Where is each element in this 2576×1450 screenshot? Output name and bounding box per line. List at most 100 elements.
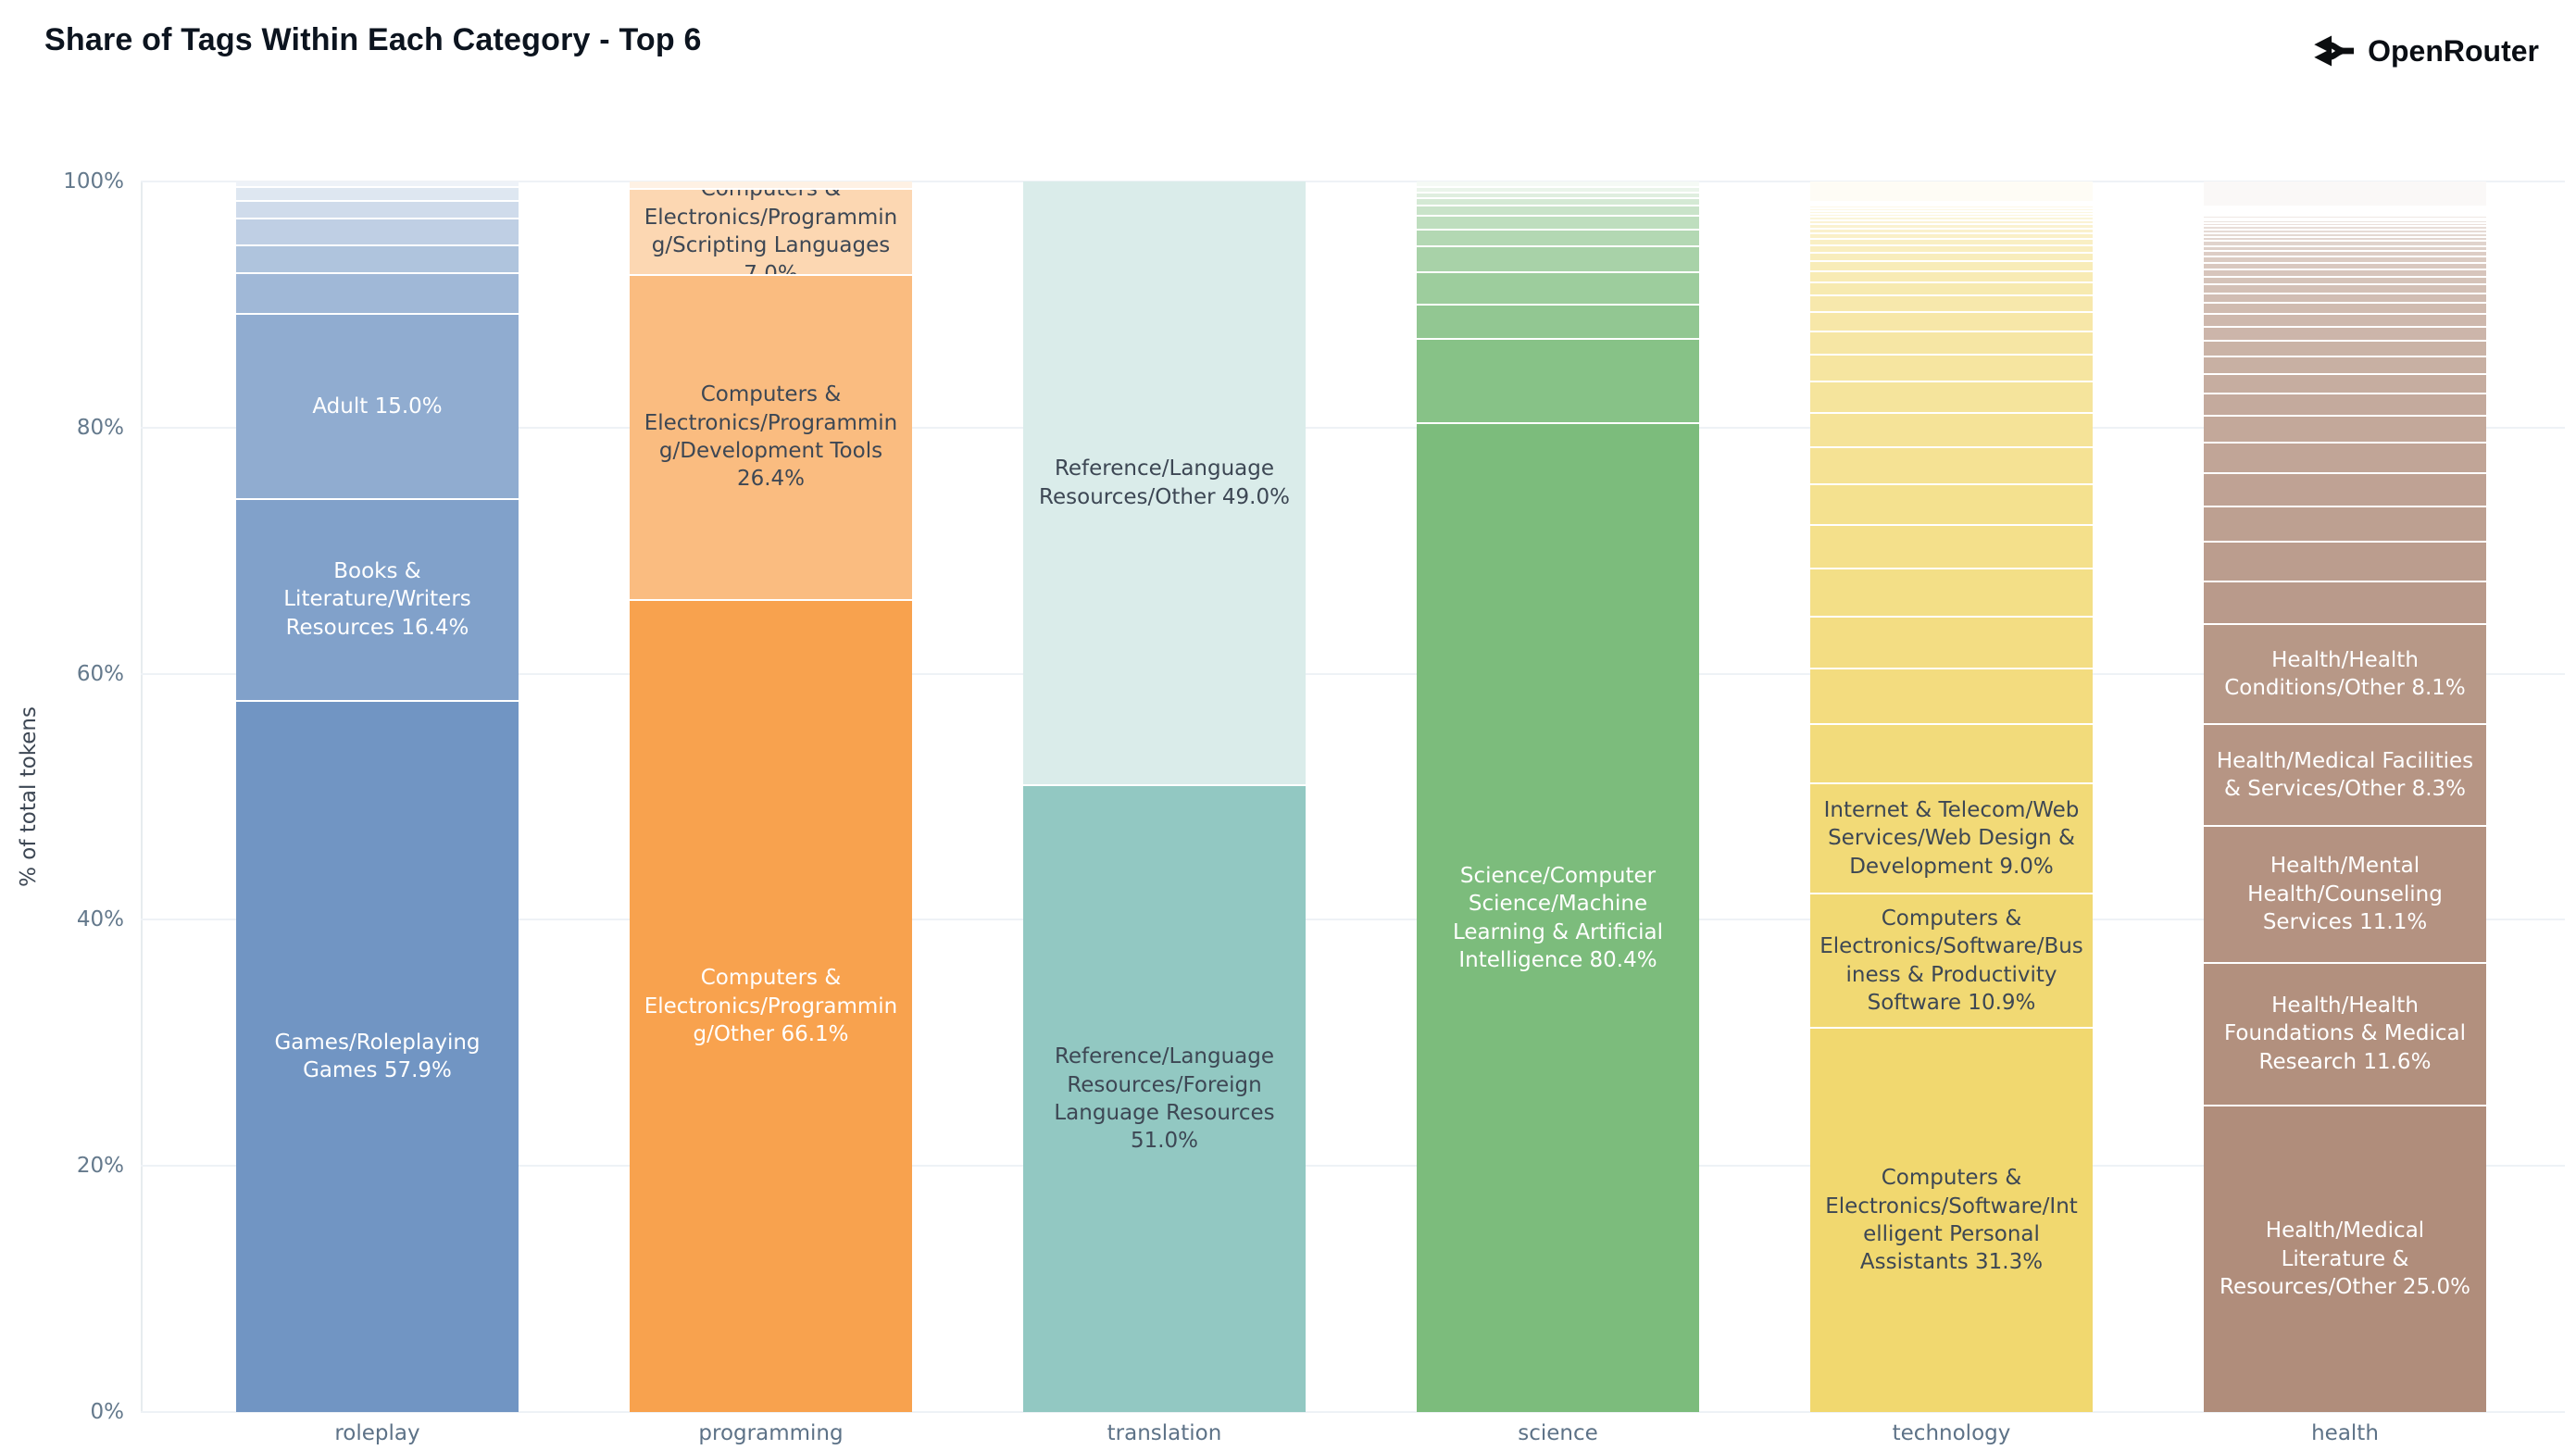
bar-technology: Computers & Electronics/Software/Intelli… [1810, 181, 2093, 1412]
bar-technology-segment-20 [1810, 244, 2093, 252]
x-tick-technology: technology [1892, 1421, 2011, 1445]
bar-science-segment-3 [1417, 271, 1699, 304]
bar-health-segment-10 [2204, 414, 2486, 442]
bar-technology-segment-6 [1810, 568, 2093, 617]
x-tick-translation: translation [1107, 1421, 1222, 1445]
openrouter-wordmark: OpenRouter [2368, 33, 2539, 68]
bar-health-segment-38 [2204, 207, 2486, 210]
segment-label: Health/Health Conditions/Other 8.1% [2224, 647, 2466, 700]
bar-technology-segment-24 [1810, 223, 2093, 228]
bar-technology-segment-31 [1810, 203, 2093, 206]
openrouter-logo[interactable]: OpenRouter [2312, 30, 2539, 72]
bar-science-segment-4 [1417, 245, 1699, 272]
bar-technology-segment-22 [1810, 232, 2093, 239]
y-tick-0: 0% [90, 1400, 125, 1424]
segment-label: Computers & Electronics/Programming/Deve… [644, 382, 898, 492]
bar-programming-segment-3 [630, 181, 912, 188]
bar-technology-segment-9 [1810, 445, 2093, 483]
bar-roleplay: Games/Roleplaying Games 57.9% Books & Lit… [236, 181, 519, 1412]
bar-programming-segment-1: Computers & Electronics/Programming/Deve… [630, 273, 912, 599]
bar-health-segment-33 [2204, 217, 2486, 220]
bar-roleplay-segment-5 [236, 217, 519, 244]
bar-health-segment-1: Health/Health Foundations & Medical Rese… [2204, 961, 2486, 1105]
bar-technology-segment-12 [1810, 354, 2093, 381]
segment-label: Reference/Language Resources/Other 49.0% [1039, 456, 1290, 509]
bar-health-segment-8 [2204, 471, 2486, 506]
bar-health-segment-7 [2204, 505, 2486, 542]
bar-science-segment-0: Science/Computer Science/Machine Learnin… [1417, 422, 1699, 1412]
bar-health: Health/Medical Literature & Resources/Ot… [2204, 181, 2486, 1412]
bar-roleplay-segment-1: Books & Literature/Writers Resources 16.… [236, 497, 519, 700]
bar-technology-segment-28 [1810, 209, 2093, 214]
bar-technology-segment-17 [1810, 269, 2093, 281]
bar-science-segment-11 [1417, 181, 1699, 187]
bar-health-segment-23 [2204, 255, 2486, 262]
bar-technology-segment-29 [1810, 207, 2093, 210]
bar-technology-segment-18 [1810, 260, 2093, 270]
bar-health-segment-20 [2204, 275, 2486, 284]
bar-translation: Reference/Language Resources/Foreign Lan… [1023, 181, 1306, 1412]
segment-label: Health/Health Foundations & Medical Rese… [2223, 994, 2467, 1074]
bar-roleplay-segment-7 [236, 186, 519, 200]
bar-health-segment-35 [2204, 213, 2486, 216]
bar-health-segment-9 [2204, 441, 2486, 472]
bar-health-segment-14 [2204, 339, 2486, 356]
segment-label: Games/Roleplaying Games 57.9% [274, 1030, 481, 1083]
gridline-80 [141, 426, 2565, 429]
bar-technology-segment-13 [1810, 330, 2093, 355]
x-tick-roleplay: roleplay [334, 1421, 420, 1445]
bar-technology-segment-10 [1810, 411, 2093, 446]
bar-technology-segment-14 [1810, 310, 2093, 331]
bar-roleplay-segment-0: Games/Roleplaying Games 57.9% [236, 699, 519, 1412]
bar-technology-segment-25 [1810, 219, 2093, 224]
bar-health-segment-25 [2204, 244, 2486, 250]
bar-technology-segment-30 [1810, 205, 2093, 208]
bar-roleplay-segment-8 [236, 181, 519, 187]
gridline-20 [141, 1165, 2565, 1168]
bar-health-segment-28 [2204, 231, 2486, 236]
gridline-100 [141, 181, 2565, 182]
bar-translation-segment-1: Reference/Language Resources/Other 49.0% [1023, 181, 1306, 785]
bar-health-segment-4: Health/Health Conditions/Other 8.1% [2204, 623, 2486, 723]
bar-technology-segment-26 [1810, 216, 2093, 220]
segment-label: Computers & Electronics/Programming/Scri… [644, 187, 898, 274]
bar-health-segment-21 [2204, 268, 2486, 276]
bar-health-segment-34 [2204, 215, 2486, 218]
bar-health-segment-22 [2204, 261, 2486, 269]
gridline-60 [141, 672, 2565, 675]
bar-health-segment-31 [2204, 222, 2486, 226]
y-tick-80: 80% [76, 415, 124, 440]
y-axis-title: % of total tokens [17, 706, 41, 887]
bar-health-segment-11 [2204, 393, 2486, 415]
bar-technology-segment-19 [1810, 251, 2093, 261]
segment-label: Health/Medical Facilities & Services/Oth… [2216, 748, 2474, 801]
bar-health-segment-36 [2204, 211, 2486, 214]
bar-health-segment-13 [2204, 356, 2486, 373]
bar-science-segment-9 [1417, 191, 1699, 198]
bar-technology-segment-7 [1810, 523, 2093, 569]
segment-label: Health/Mental Health/Counseling Services… [2247, 854, 2443, 935]
bar-technology-segment-5 [1810, 616, 2093, 668]
bar-health-segment-12 [2204, 372, 2486, 394]
bar-programming-segment-0: Computers & Electronics/Programming/Othe… [630, 598, 912, 1412]
x-tick-health: health [2311, 1421, 2379, 1445]
x-tick-science: science [1518, 1421, 1598, 1445]
bar-roleplay-segment-6 [236, 199, 519, 218]
bar-health-segment-17 [2204, 302, 2486, 314]
bar-technology-segment-23 [1810, 228, 2093, 233]
bar-roleplay-segment-4 [236, 244, 519, 273]
segment-label: Internet & Telecom/Web Services/Web Desi… [1823, 797, 2080, 879]
bar-health-segment-29 [2204, 228, 2486, 232]
y-tick-60: 60% [76, 661, 124, 686]
bar-health-segment-32 [2204, 219, 2486, 223]
bar-health-segment-40 [2204, 181, 2486, 206]
bar-science-segment-1 [1417, 337, 1699, 423]
bar-technology-segment-0: Computers & Electronics/Software/Intelli… [1810, 1027, 2093, 1412]
bar-technology-segment-21 [1810, 238, 2093, 244]
bar-programming: Computers & Electronics/Programming/Othe… [630, 181, 912, 1412]
bar-health-segment-37 [2204, 209, 2486, 212]
bar-science-segment-2 [1417, 303, 1699, 338]
gridline-0 [141, 1411, 2565, 1413]
bar-translation-segment-0: Reference/Language Resources/Foreign Lan… [1023, 784, 1306, 1412]
